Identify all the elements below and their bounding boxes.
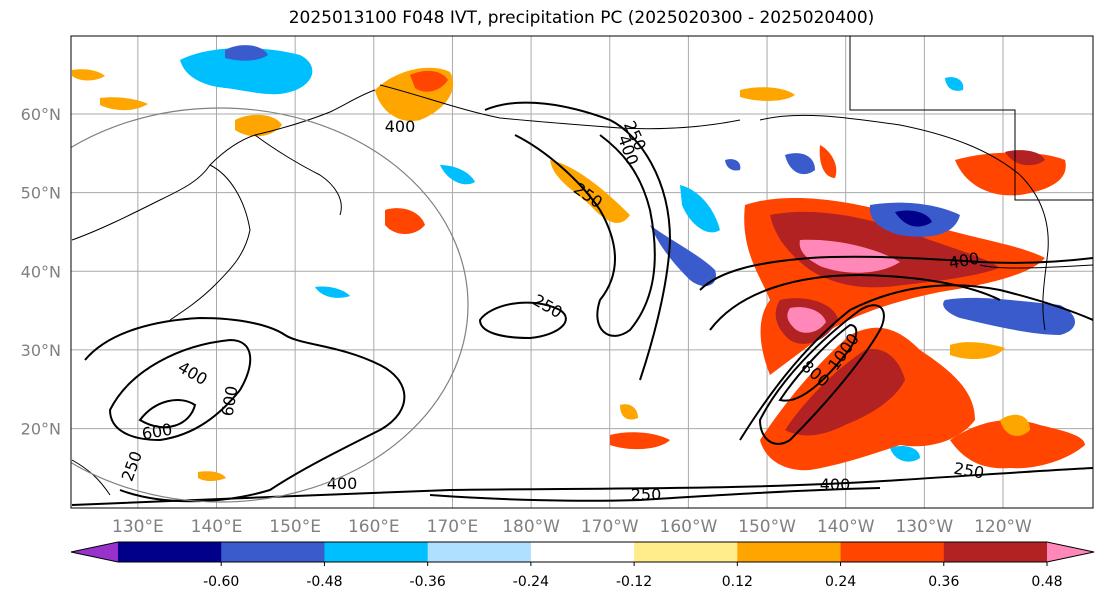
lon-label: 130°E bbox=[112, 517, 164, 537]
colorbar-segment bbox=[943, 542, 1048, 562]
colorbar-extend-high bbox=[1047, 542, 1094, 562]
lat-label: 50°N bbox=[21, 184, 61, 203]
colorbar-segment bbox=[118, 542, 222, 562]
colorbar-tick-label: 0.12 bbox=[722, 574, 753, 590]
colorbar-tick-label: -0.12 bbox=[616, 574, 652, 590]
colorbar-tick-label: -0.60 bbox=[203, 574, 239, 590]
latitude-labels: 60°N 50°N 40°N 30°N 20°N bbox=[21, 105, 61, 439]
lat-label: 60°N bbox=[21, 105, 61, 124]
colorbar-segment bbox=[530, 542, 635, 562]
colorbar-tick-label: 0.48 bbox=[1031, 574, 1062, 590]
map-panel: 2504006006004002502504004002504002508001… bbox=[70, 35, 1094, 509]
lon-label: 130°W bbox=[895, 517, 953, 537]
lat-label: 20°N bbox=[21, 420, 61, 439]
map-title: 2025013100 F048 IVT, precipitation PC (2… bbox=[288, 8, 875, 28]
colorbar-segment bbox=[737, 542, 842, 562]
domain-circle bbox=[71, 107, 469, 503]
lon-label: 160°W bbox=[660, 517, 718, 537]
colorbar-tick-label: 0.36 bbox=[928, 574, 959, 590]
colorbar-extend-low bbox=[71, 542, 118, 562]
colorbar-segment bbox=[427, 542, 532, 562]
colorbar-tick-label: -0.24 bbox=[513, 574, 549, 590]
ivt-contours bbox=[71, 101, 1093, 506]
ivt-contour-label: 250 bbox=[631, 485, 662, 504]
lon-label: 150°E bbox=[269, 517, 321, 537]
lon-label: 150°W bbox=[738, 517, 796, 537]
coastlines bbox=[71, 36, 1093, 496]
lat-label: 30°N bbox=[21, 341, 61, 360]
ivt-contour-label: 400 bbox=[820, 475, 851, 494]
ivt-contour-label: 400 bbox=[385, 117, 416, 136]
longitude-labels: 130°E 140°E 150°E 160°E 170°E 180°W 170°W 160°W… bbox=[112, 517, 1032, 537]
map-frame bbox=[70, 35, 1094, 509]
lat-label: 40°N bbox=[21, 262, 61, 281]
colorbar: -0.60 -0.48 -0.36 -0.24 -0.12 0.12 0.24 0.36 0.4… bbox=[70, 541, 1095, 590]
colorbar-segment bbox=[221, 542, 325, 562]
colorbar-tick-label: -0.48 bbox=[306, 574, 342, 590]
ivt-contour-label: 400 bbox=[327, 474, 358, 493]
lon-label: 170°W bbox=[581, 517, 639, 537]
lon-label: 120°W bbox=[974, 517, 1032, 537]
lon-label: 170°E bbox=[427, 517, 479, 537]
lon-label: 180°W bbox=[502, 517, 560, 537]
colorbar-segment bbox=[634, 542, 738, 562]
colorbar-tick-label: 0.24 bbox=[825, 574, 856, 590]
colorbar-segment bbox=[840, 542, 945, 562]
colorbar-segment bbox=[324, 542, 429, 562]
lon-label: 140°W bbox=[817, 517, 875, 537]
lon-label: 160°E bbox=[348, 517, 400, 537]
lon-label: 140°E bbox=[191, 517, 243, 537]
colorbar-tick-label: -0.36 bbox=[410, 574, 446, 590]
